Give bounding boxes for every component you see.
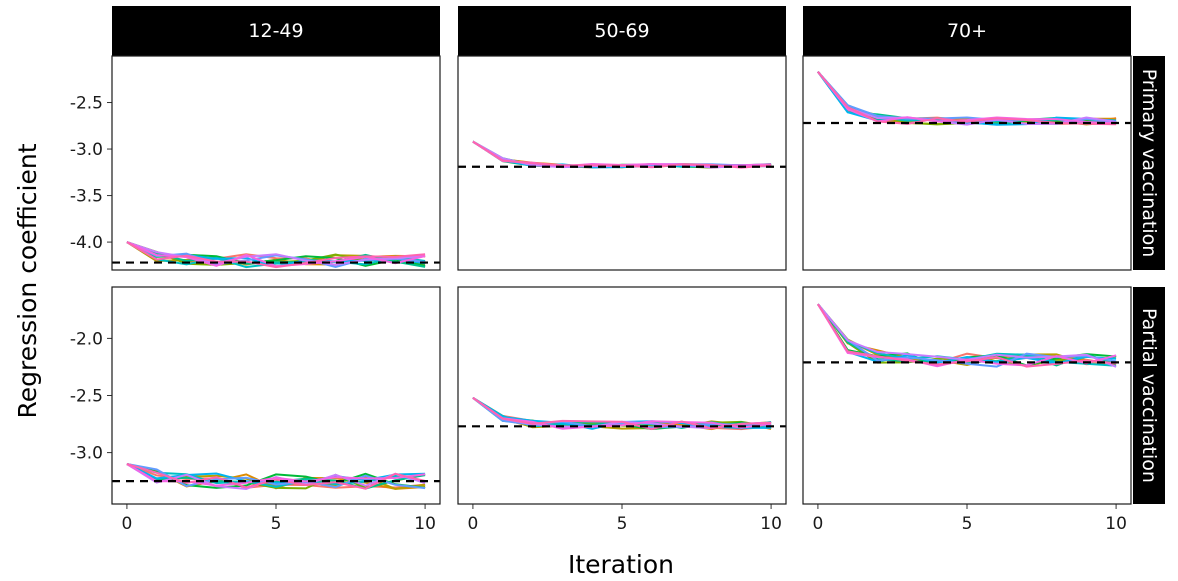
- series-line: [126, 241, 426, 269]
- panel-border: [111, 286, 441, 505]
- series-line: [126, 463, 426, 487]
- panel-0-0: [112, 241, 440, 269]
- series-line: [126, 463, 426, 488]
- series-line: [126, 463, 426, 490]
- x-tick-label: 5: [617, 514, 628, 534]
- y-tick-label: -2.5: [70, 387, 103, 407]
- panel-1-1: [458, 396, 786, 431]
- x-tick-label: 5: [271, 514, 282, 534]
- y-tick-label: -2.0: [70, 329, 103, 349]
- x-tick-label: 0: [121, 514, 132, 534]
- series-line: [472, 396, 772, 430]
- series-line: [472, 396, 772, 431]
- x-tick-label: 5: [962, 514, 973, 534]
- facet-strip-row: [1133, 287, 1165, 504]
- series-line: [817, 71, 1117, 126]
- facet-strip-col-label: 50-69: [594, 20, 649, 42]
- facet-strip-row-label: Partial vaccination: [1138, 308, 1160, 483]
- x-tick-label: 0: [467, 514, 478, 534]
- panel-0-2: [803, 71, 1131, 126]
- series-line: [817, 303, 1117, 368]
- x-tick-label: 0: [812, 514, 823, 534]
- series-line: [472, 140, 772, 169]
- facet-strip-col: [803, 6, 1131, 56]
- panel-0-1: [458, 140, 786, 169]
- facet-strip-col-label: 12-49: [248, 20, 303, 42]
- plot-area: 12-49 50-69 70+ Primary vaccination Partial …: [70, 6, 1165, 534]
- panel-1-0: [112, 463, 440, 491]
- y-tick-label: -3.5: [70, 187, 103, 207]
- panel-1-2: [803, 303, 1131, 368]
- series-line: [472, 140, 772, 169]
- x-axis-title: Iteration: [568, 550, 674, 579]
- facet-strip-row: [1133, 56, 1165, 270]
- x-tick-label: 10: [760, 514, 782, 534]
- y-axis-title: Regression coefficient: [13, 143, 42, 418]
- y-tick-label: -3.0: [70, 444, 103, 464]
- y-tick-label: -4.0: [70, 233, 103, 253]
- series-line: [126, 241, 426, 269]
- y-tick-label: -2.5: [70, 94, 103, 114]
- facet-strip-col: [458, 6, 786, 56]
- facet-strip-col-label: 70+: [947, 20, 987, 42]
- series-line: [817, 71, 1117, 126]
- panel-border: [457, 286, 787, 505]
- x-tick-label: 10: [414, 514, 436, 534]
- y-tick-label: -3.0: [70, 140, 103, 160]
- panel-border: [802, 286, 1132, 505]
- series-line: [817, 71, 1117, 125]
- panel-border: [802, 55, 1132, 271]
- facet-strip-row-label: Primary vaccination: [1138, 69, 1160, 258]
- x-tick-label: 10: [1105, 514, 1127, 534]
- facet-strip-col: [112, 6, 440, 56]
- series-line: [817, 303, 1117, 365]
- panel-border: [111, 55, 441, 271]
- panel-border: [457, 55, 787, 271]
